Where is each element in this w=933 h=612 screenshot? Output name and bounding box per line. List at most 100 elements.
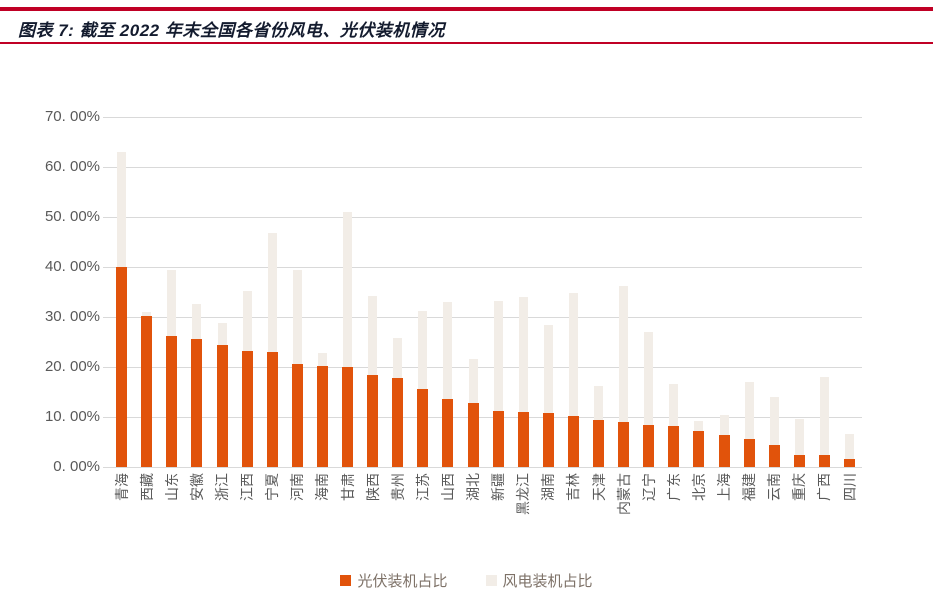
bar-pv-湖南 — [542, 412, 554, 467]
x-axis-category-label: 内蒙古 — [615, 473, 632, 515]
x-axis-category-label: 浙江 — [213, 473, 230, 501]
x-axis-category-label: 广西 — [816, 473, 833, 501]
bar-pv-吉林 — [567, 415, 579, 467]
x-axis-category-label: 吉林 — [565, 473, 582, 501]
grid-line — [103, 317, 862, 318]
stacked-bar-chart — [103, 117, 862, 468]
bar-pv-福建 — [743, 439, 755, 467]
bar-wind-山西 — [443, 301, 453, 399]
bar-wind-江西 — [242, 291, 252, 351]
bar-pv-新疆 — [492, 410, 504, 467]
x-axis-category-label: 福建 — [741, 473, 758, 501]
x-axis-category-label: 江西 — [239, 473, 256, 501]
bar-wind-湖南 — [543, 324, 553, 413]
y-axis-tick-label: 10. 00% — [44, 408, 100, 425]
bar-pv-江西 — [241, 350, 253, 467]
bar-pv-海南 — [316, 366, 328, 467]
x-axis-category-label: 甘肃 — [339, 473, 356, 501]
bar-wind-贵州 — [393, 338, 403, 378]
bar-pv-上海 — [718, 434, 730, 467]
bar-wind-北京 — [694, 420, 704, 431]
grid-line — [103, 267, 862, 268]
x-axis-category-label: 湖北 — [465, 473, 481, 501]
x-axis-category-label: 河南 — [289, 473, 306, 501]
bar-wind-海南 — [317, 353, 327, 366]
bar-pv-江苏 — [417, 389, 429, 467]
bar-wind-黑龙江 — [518, 296, 528, 412]
bar-wind-湖北 — [468, 359, 478, 403]
legend-swatch-icon — [340, 575, 352, 586]
bar-pv-安徽 — [191, 339, 203, 467]
y-axis-tick-label: 60. 00% — [44, 158, 100, 175]
bar-wind-江苏 — [418, 310, 428, 389]
grid-line — [103, 167, 862, 168]
bar-wind-安徽 — [192, 304, 202, 339]
y-axis-tick-label: 0. 00% — [53, 458, 100, 475]
y-axis-tick-label: 30. 00% — [44, 308, 100, 325]
bar-wind-天津 — [594, 386, 603, 420]
bar-wind-四川 — [845, 434, 854, 459]
figure-title: 图表 7: 截至 2022 年末全国各省份风电、光伏装机情况 — [18, 21, 445, 40]
bar-wind-宁夏 — [267, 233, 277, 352]
bar-wind-吉林 — [568, 293, 578, 416]
bar-wind-云南 — [769, 396, 779, 445]
bar-pv-西藏 — [141, 316, 153, 467]
bar-wind-上海 — [719, 414, 729, 435]
title-rule-bottom — [0, 42, 933, 44]
bar-pv-北京 — [693, 431, 705, 467]
x-axis-category-label: 山西 — [439, 473, 456, 501]
x-axis-category-label: 青海 — [113, 473, 130, 501]
bar-pv-四川 — [844, 459, 855, 467]
x-axis-category-label: 西藏 — [138, 473, 155, 501]
bar-pv-湖北 — [467, 403, 479, 467]
x-axis-category-label: 新疆 — [490, 473, 507, 501]
bar-wind-广东 — [669, 384, 679, 426]
x-axis-category-label: 四川 — [841, 473, 858, 501]
bar-pv-河南 — [291, 364, 303, 467]
bar-wind-重庆 — [794, 419, 804, 455]
x-axis-category-label: 宁夏 — [264, 473, 281, 501]
x-axis-category-label: 湖南 — [540, 473, 557, 501]
x-axis-category-label: 贵州 — [389, 473, 406, 501]
title-rule-top — [0, 7, 933, 11]
bar-wind-青海 — [117, 152, 127, 267]
bar-pv-广东 — [668, 425, 680, 467]
x-axis-category-label: 安徽 — [188, 473, 205, 501]
bar-pv-内蒙古 — [618, 422, 630, 467]
bar-pv-天津 — [593, 420, 604, 467]
x-axis-category-label: 山东 — [163, 473, 180, 501]
grid-line — [103, 367, 862, 368]
bar-pv-山东 — [166, 336, 178, 467]
y-axis-tick-label: 20. 00% — [44, 358, 100, 375]
bar-wind-山东 — [167, 270, 177, 336]
bar-wind-甘肃 — [343, 211, 352, 367]
bar-pv-重庆 — [793, 454, 805, 467]
bar-pv-陕西 — [367, 374, 379, 467]
bar-pv-云南 — [768, 445, 780, 467]
x-axis-category-label: 辽宁 — [640, 473, 657, 501]
bar-wind-陕西 — [368, 295, 378, 375]
grid-line — [103, 217, 862, 218]
y-axis-tick-label: 70. 00% — [44, 108, 100, 125]
y-axis-tick-label: 40. 00% — [44, 258, 100, 275]
bar-pv-青海 — [116, 267, 128, 467]
x-axis-category-label: 云南 — [766, 473, 783, 501]
x-axis-category-label: 海南 — [314, 473, 331, 501]
chart-legend: 光伏装机占比 风电装机占比 — [0, 570, 933, 591]
bar-pv-浙江 — [216, 345, 228, 467]
bar-wind-西藏 — [142, 312, 152, 316]
x-axis-category-label: 天津 — [590, 473, 607, 501]
bar-wind-河南 — [292, 270, 302, 364]
legend-label: 光伏装机占比 — [357, 573, 448, 590]
x-axis-category-label: 上海 — [716, 473, 732, 501]
bar-wind-浙江 — [217, 323, 227, 345]
bar-pv-辽宁 — [643, 425, 655, 467]
bar-wind-新疆 — [493, 300, 503, 411]
bar-wind-广西 — [819, 377, 829, 455]
legend-item-pv: 光伏装机占比 — [340, 570, 448, 591]
grid-line — [103, 417, 862, 418]
x-axis-category-label: 黑龙江 — [515, 473, 532, 515]
bar-wind-辽宁 — [644, 332, 654, 425]
x-axis-category-label: 北京 — [690, 473, 707, 501]
